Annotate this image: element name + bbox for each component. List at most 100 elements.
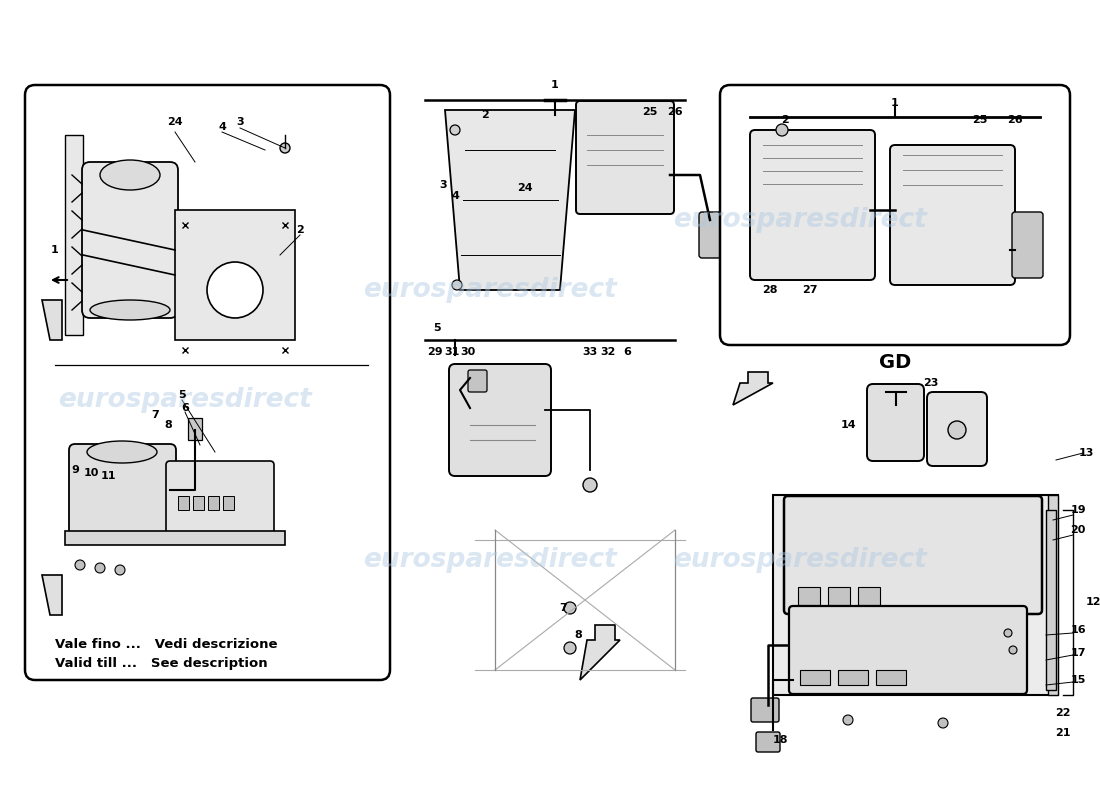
- Bar: [773, 495, 1058, 695]
- Text: 21: 21: [1055, 728, 1070, 738]
- Text: eurosparesdirect: eurosparesdirect: [673, 207, 927, 233]
- Ellipse shape: [100, 160, 160, 190]
- Text: 4: 4: [218, 122, 226, 132]
- Text: 14: 14: [840, 420, 856, 430]
- FancyBboxPatch shape: [751, 698, 779, 722]
- Text: 9: 9: [72, 465, 79, 475]
- Text: 20: 20: [1070, 525, 1086, 535]
- FancyBboxPatch shape: [449, 364, 551, 476]
- FancyBboxPatch shape: [1012, 212, 1043, 278]
- Text: 6: 6: [623, 347, 631, 357]
- Polygon shape: [733, 372, 773, 405]
- FancyBboxPatch shape: [82, 162, 178, 318]
- FancyBboxPatch shape: [698, 212, 725, 258]
- Bar: [175, 210, 295, 340]
- Text: eurosparesdirect: eurosparesdirect: [363, 277, 617, 303]
- Bar: [838, 670, 868, 685]
- Text: 31: 31: [444, 347, 460, 357]
- Circle shape: [843, 715, 852, 725]
- Text: 8: 8: [574, 630, 582, 640]
- Polygon shape: [773, 495, 1058, 510]
- Text: 4: 4: [451, 191, 459, 201]
- Text: 8: 8: [164, 420, 172, 430]
- Text: 17: 17: [1070, 648, 1086, 658]
- FancyBboxPatch shape: [927, 392, 987, 466]
- Text: 7: 7: [151, 410, 158, 420]
- Circle shape: [95, 563, 104, 573]
- Text: 3: 3: [439, 180, 447, 190]
- Circle shape: [450, 125, 460, 135]
- Circle shape: [116, 565, 125, 575]
- Text: 2: 2: [781, 115, 789, 125]
- Ellipse shape: [90, 300, 170, 320]
- Text: 6: 6: [182, 403, 189, 413]
- Text: 5: 5: [178, 390, 186, 400]
- Text: 24: 24: [517, 183, 532, 193]
- Circle shape: [583, 478, 597, 492]
- Bar: [223, 496, 234, 510]
- Text: 25: 25: [642, 107, 658, 117]
- Polygon shape: [446, 110, 575, 290]
- Text: 1: 1: [891, 98, 899, 108]
- Polygon shape: [42, 575, 62, 615]
- Polygon shape: [42, 300, 62, 340]
- Text: 5: 5: [433, 323, 441, 333]
- Text: 26: 26: [1008, 115, 1023, 125]
- Text: eurosparesdirect: eurosparesdirect: [58, 387, 312, 413]
- FancyBboxPatch shape: [750, 130, 874, 280]
- Text: 27: 27: [802, 285, 817, 295]
- Bar: [828, 587, 850, 605]
- Bar: [858, 587, 880, 605]
- Text: 24: 24: [167, 117, 183, 127]
- Circle shape: [564, 642, 576, 654]
- Text: Valid till ...   See description: Valid till ... See description: [55, 657, 267, 670]
- Bar: [798, 587, 820, 605]
- Text: 28: 28: [762, 285, 778, 295]
- Text: 32: 32: [601, 347, 616, 357]
- FancyBboxPatch shape: [756, 732, 780, 752]
- Text: 1: 1: [51, 245, 59, 255]
- Bar: [65, 531, 285, 545]
- Bar: [178, 496, 189, 510]
- Ellipse shape: [87, 441, 157, 463]
- Text: 19: 19: [1070, 505, 1086, 515]
- FancyBboxPatch shape: [890, 145, 1015, 285]
- Polygon shape: [1048, 495, 1058, 695]
- Text: 18: 18: [772, 735, 788, 745]
- FancyBboxPatch shape: [468, 370, 487, 392]
- Text: 15: 15: [1070, 675, 1086, 685]
- Circle shape: [1004, 629, 1012, 637]
- Circle shape: [564, 602, 576, 614]
- Text: eurosparesdirect: eurosparesdirect: [363, 547, 617, 573]
- FancyBboxPatch shape: [69, 444, 176, 536]
- Text: 10: 10: [84, 468, 99, 478]
- Circle shape: [207, 262, 263, 318]
- Text: 11: 11: [100, 471, 116, 481]
- FancyBboxPatch shape: [25, 85, 390, 680]
- FancyBboxPatch shape: [867, 384, 924, 461]
- Text: eurosparesdirect: eurosparesdirect: [673, 547, 927, 573]
- Circle shape: [776, 124, 788, 136]
- Text: 33: 33: [582, 347, 597, 357]
- Bar: [192, 496, 204, 510]
- Text: 7: 7: [559, 603, 566, 613]
- Text: 2: 2: [481, 110, 488, 120]
- Text: 26: 26: [668, 107, 683, 117]
- Circle shape: [938, 718, 948, 728]
- Bar: [800, 670, 830, 685]
- Text: 2: 2: [296, 225, 304, 235]
- Circle shape: [948, 421, 966, 439]
- FancyBboxPatch shape: [576, 101, 674, 214]
- FancyBboxPatch shape: [166, 461, 274, 534]
- Text: 25: 25: [972, 115, 988, 125]
- Text: GD: GD: [879, 354, 911, 373]
- Text: 16: 16: [1070, 625, 1086, 635]
- Text: 30: 30: [461, 347, 475, 357]
- Text: 29: 29: [427, 347, 443, 357]
- Bar: [65, 135, 82, 335]
- Circle shape: [452, 280, 462, 290]
- Text: Vale fino ...   Vedi descrizione: Vale fino ... Vedi descrizione: [55, 638, 277, 651]
- Bar: [188, 418, 202, 440]
- Polygon shape: [580, 625, 620, 680]
- FancyBboxPatch shape: [720, 85, 1070, 345]
